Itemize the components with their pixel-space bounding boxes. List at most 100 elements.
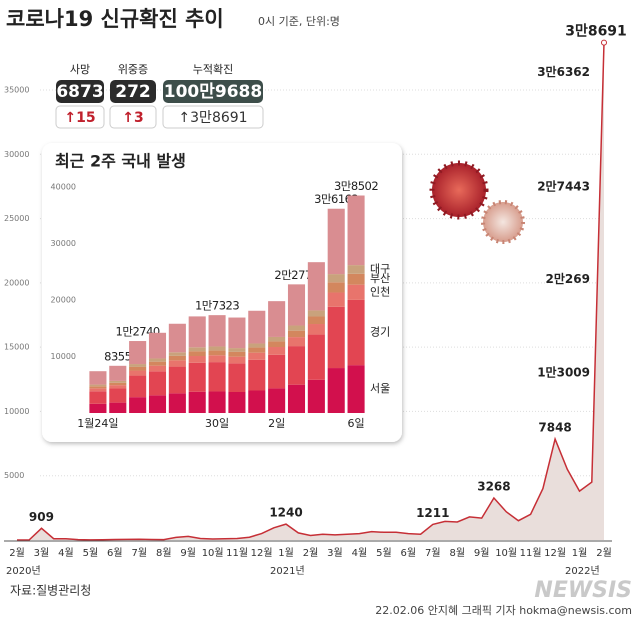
bar-segment [208,362,226,392]
bar-segment [89,388,107,392]
bar-segment [208,346,226,351]
x-tick-label: 1월24일 [77,416,118,430]
bar-segment [327,292,345,307]
bar-segment [287,337,306,347]
bar-segment [307,262,325,311]
x-tick-label: 6월 [401,547,417,559]
bar-segment [228,363,246,392]
bar-segment [89,403,107,413]
bar-segment [89,371,107,385]
annotation: 2만7443 [537,179,590,194]
x-tick-label: 12월 [544,547,566,559]
x-tick-label: 6월 [107,547,123,559]
bar-segment [168,323,186,353]
bar-segment [347,273,365,285]
bar-segment [188,356,206,363]
virus [481,200,525,244]
bar-segment [248,310,266,344]
x-tick-label: 7월 [425,547,441,559]
stat-box [56,80,104,103]
bar-segment [168,352,186,356]
title: 코로나19 신규확진 추이 [6,7,224,31]
value-label: 909 [29,510,54,524]
stat-value: 6873 [56,82,103,102]
bar-segment [347,284,365,300]
bar-segment [109,402,127,413]
bar-segment [109,388,127,403]
x-tick-label: 2월 [303,547,319,559]
bar-segment [109,380,127,383]
y-tick-label: 40000 [51,183,76,192]
stat-change: ↑3만8691 [178,110,247,126]
bar-segment [109,385,127,389]
x-tick-label: 8월 [449,547,465,559]
bar-segment [268,301,286,337]
bar-segment [307,310,325,317]
bar-segment [248,359,266,391]
y-tick-label: 5000 [4,471,24,480]
legend-label: 부산 [370,272,390,285]
x-tick-label: 10월 [202,547,224,559]
bar-segment [148,395,167,413]
year-label: 2021년 [270,565,305,577]
x-tick-label: 11월 [226,547,248,559]
bar-segment [307,324,325,335]
x-tick-label: 9월 [474,547,490,559]
value-label: 1211 [416,506,449,520]
bar-segment [148,361,167,366]
bar-segment [248,352,266,360]
bar-segment [109,382,127,386]
stat-label: 누적확진 [193,63,233,76]
bar-segment [287,325,306,331]
stat-change-box [109,105,157,129]
stat-box [110,80,156,103]
y-tick-label: 20000 [4,278,29,287]
x-tick-label: 3월 [34,547,50,559]
y-tick-label: 10000 [4,407,29,416]
year-label: 2020년 [6,565,41,577]
x-tick-label: 1월 [278,547,294,559]
annotation: 1만3009 [537,364,590,379]
x-tick-label: 30일 [205,416,229,430]
value-label: 3268 [477,479,510,493]
bar-segment [188,347,206,352]
y-tick-label: 30000 [4,150,29,159]
bar-segment [228,348,246,352]
x-tick-label: 2월 [596,547,612,559]
bar-segment [327,306,345,369]
bar-segment [268,347,286,355]
stats: 사망 위중증 누적확진 6873 272 100만9688 ↑15 ↑3 ↑3만… [55,63,264,129]
credit: 22.02.06 안지혜 그래픽 기자 hokma@newsis.com [375,604,632,617]
bar-segment [129,375,147,398]
bar-segment [268,388,286,413]
legend-label: 서울 [370,382,390,395]
bar-segment [148,358,167,362]
bar-segment [287,384,306,413]
legend-label: 대구 [370,262,390,275]
bar-segment [89,391,107,404]
x-tick-label: 5월 [376,547,392,559]
stat-change: ↑3 [122,110,143,126]
stat-label: 사망 [70,63,90,76]
year-label: 2022년 [565,565,600,577]
bar-segment [168,366,186,394]
y-tick-label: 15000 [4,343,29,352]
source: 자료:질병관리청 [10,584,91,598]
x-tick-label: 11월 [520,547,542,559]
bar-segment [208,355,226,363]
x-tick-label: 1월 [572,547,588,559]
bar-segment [268,354,286,389]
watermark: NEWSIS [534,578,632,603]
value-label: 7848 [538,421,571,435]
legend-label: 인천 [370,284,390,298]
bar-segment [228,351,246,357]
bar-segment [327,274,345,283]
bar-segment [268,336,286,342]
stat-value: 272 [115,82,151,102]
bar-segment [287,284,306,326]
bar-segment [287,346,306,385]
stat-change-box [162,105,264,129]
bar-segment [168,393,186,413]
bar-segment [347,299,365,366]
